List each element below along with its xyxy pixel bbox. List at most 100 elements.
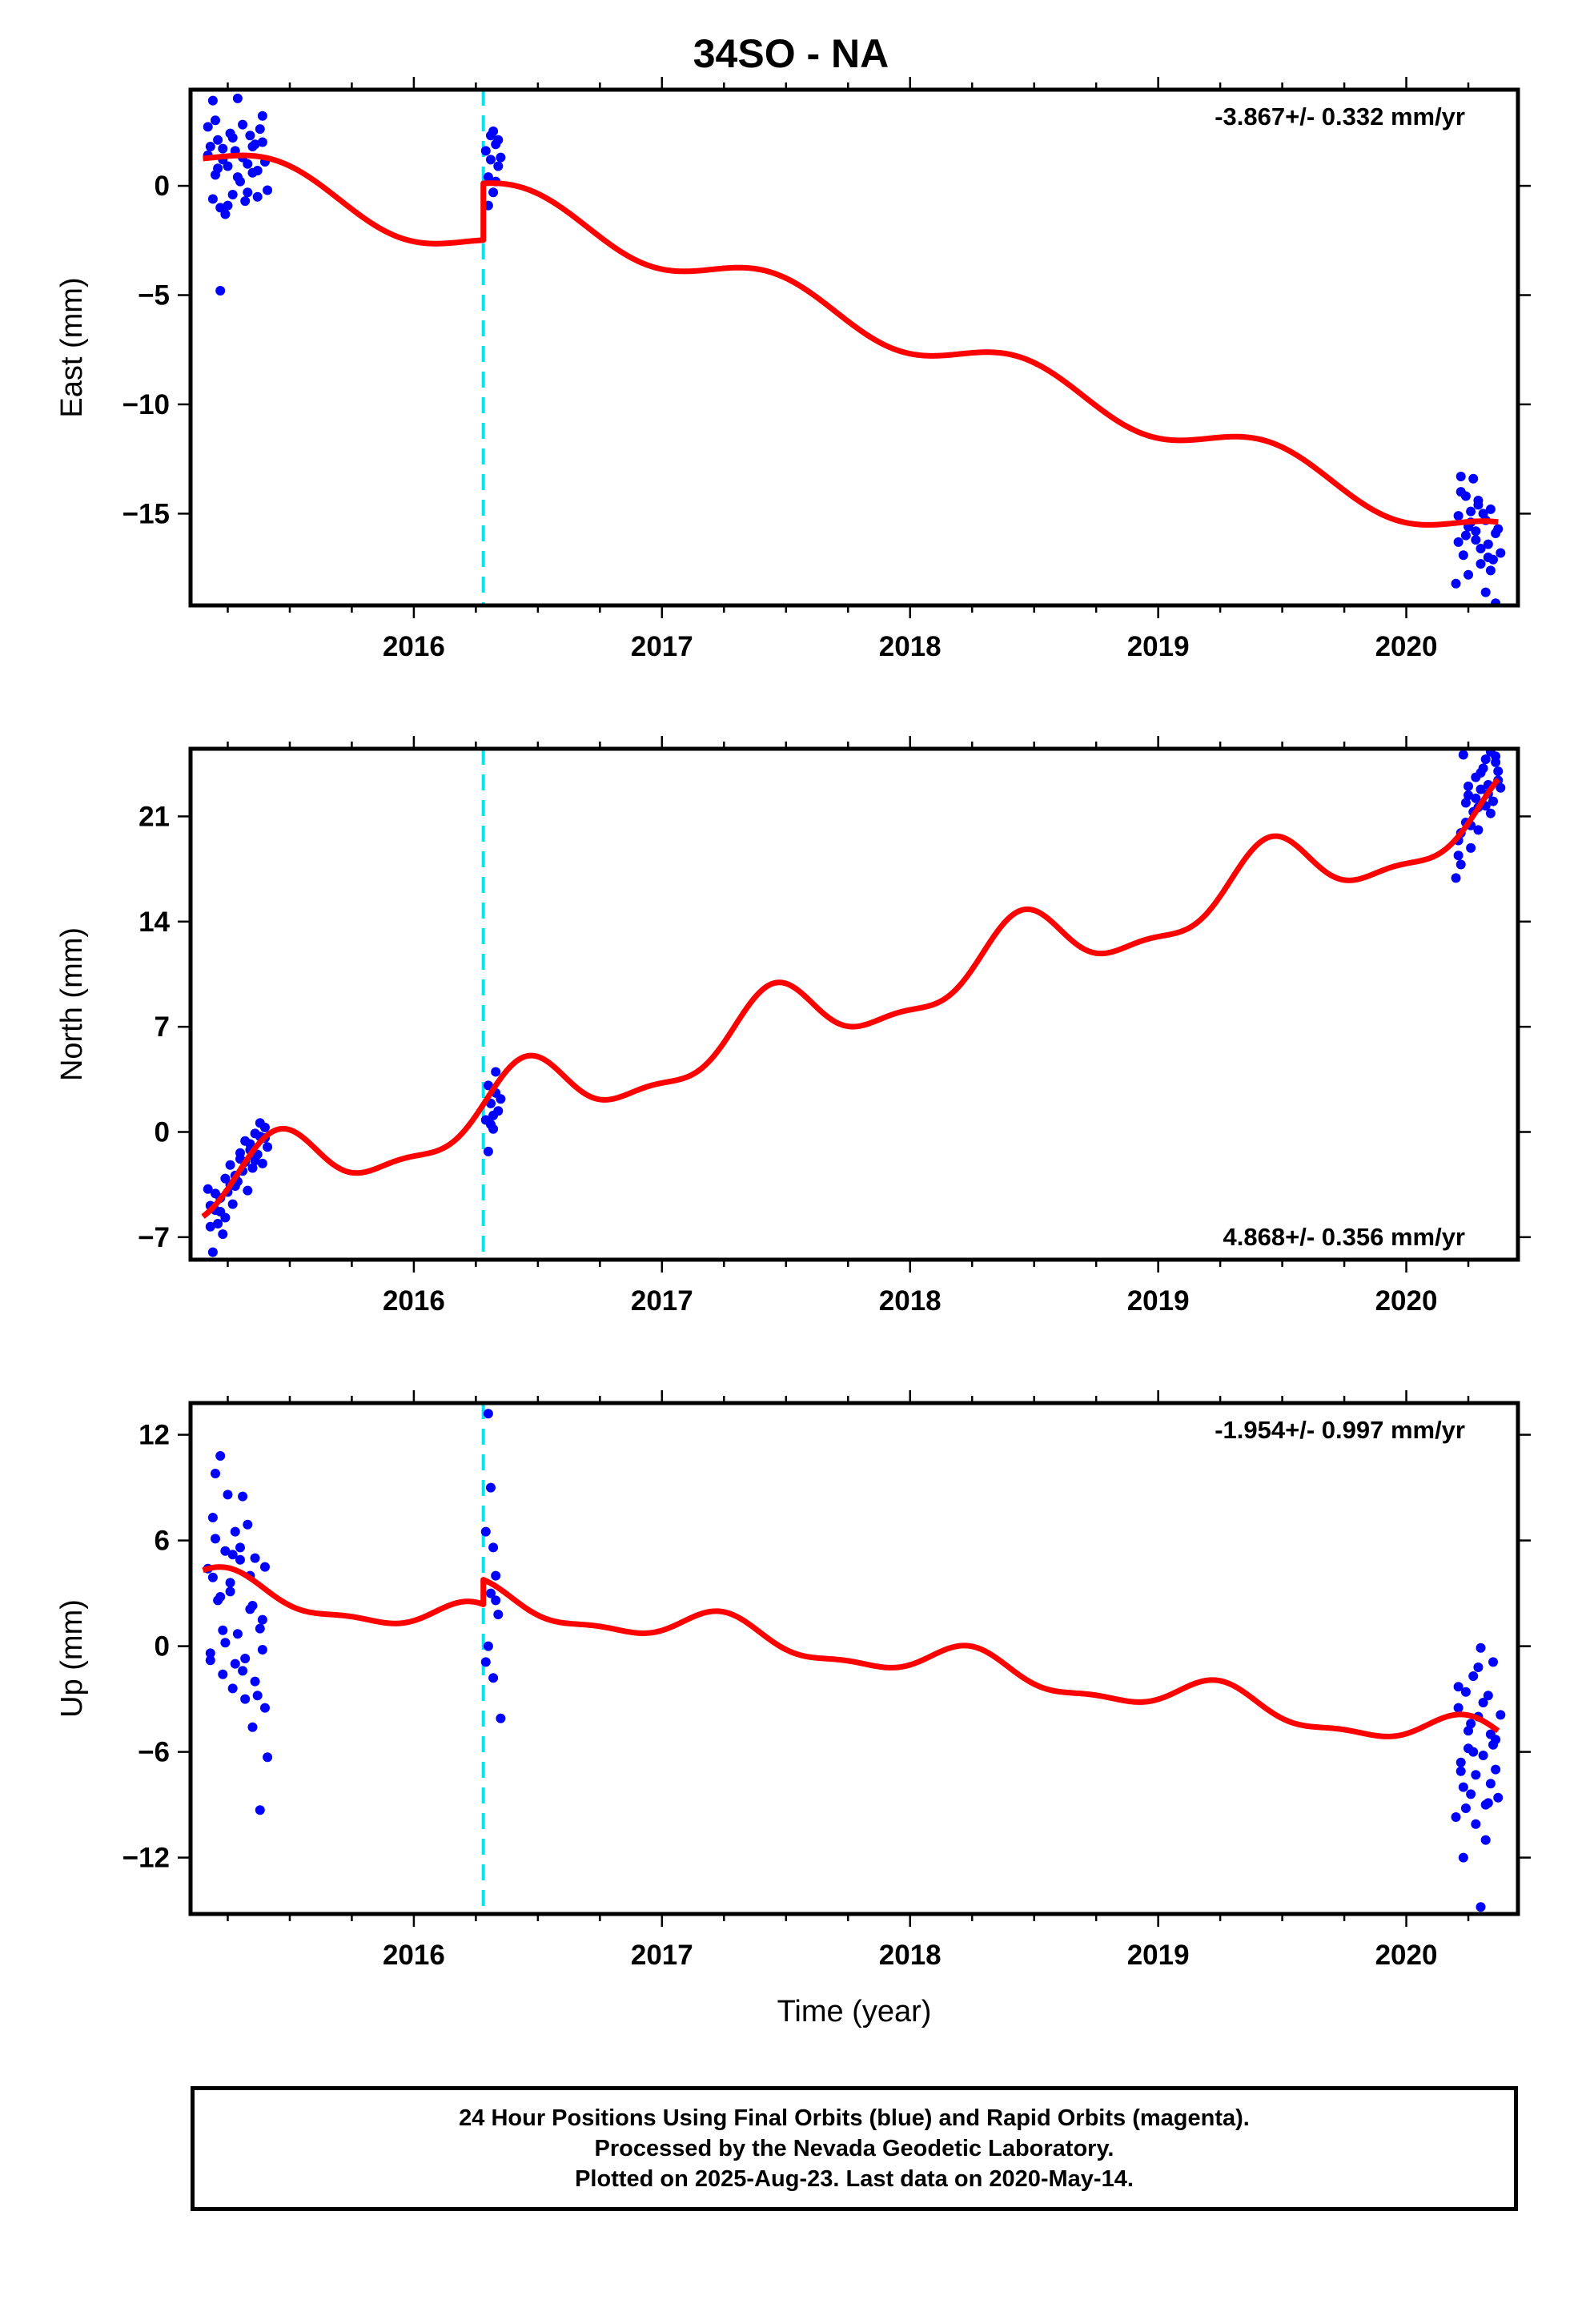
up-data-point [488, 1673, 499, 1683]
up-data-point [207, 1513, 218, 1522]
up-data-point [1471, 1819, 1481, 1829]
up-data-point [496, 1713, 506, 1723]
east-data-point [1464, 569, 1474, 580]
east-data-point [232, 172, 243, 183]
up-data-point [205, 1655, 215, 1666]
up-data-point [1476, 1642, 1486, 1653]
up-data-point [225, 1578, 235, 1588]
up-y-axis-label: Up (mm) [55, 1599, 89, 1718]
east-data-point [480, 146, 491, 156]
east-x-tick-label: 2017 [631, 631, 693, 662]
up-data-point [220, 1546, 231, 1556]
up-data-point [1488, 1739, 1499, 1750]
north-data-point [1466, 842, 1476, 853]
east-data-point [255, 124, 265, 135]
up-data-point [255, 1623, 265, 1634]
north-data-point [203, 1184, 213, 1194]
north-data-point [247, 1163, 258, 1173]
east-data-point [207, 194, 218, 204]
up-y-tick-label: −6 [138, 1737, 170, 1768]
north-data-point [1458, 750, 1468, 760]
north-y-tick-label: −7 [138, 1222, 170, 1253]
up-data-point [215, 1451, 226, 1461]
east-data-point [485, 155, 496, 165]
up-data-point [1476, 1902, 1486, 1912]
up-x-axis-label: Time (year) [777, 1995, 932, 2028]
up-data-point [257, 1614, 267, 1625]
up-data-point [227, 1550, 238, 1560]
east-data-point [227, 189, 238, 199]
up-data-point [1473, 1663, 1484, 1672]
east-data-point [483, 172, 493, 183]
up-data-point [235, 1554, 245, 1565]
east-data-point [213, 135, 223, 145]
east-data-point [1453, 511, 1464, 521]
north-data-point [1493, 766, 1504, 777]
up-data-point [210, 1469, 220, 1478]
north-data-point [491, 1067, 501, 1077]
up-data-point [1493, 1792, 1504, 1803]
up-data-point [240, 1654, 251, 1663]
north-data-point [243, 1185, 253, 1196]
up-data-point [218, 1625, 228, 1635]
north-data-point [1485, 808, 1496, 818]
up-data-point [210, 1534, 220, 1544]
north-data-point [1471, 793, 1481, 803]
north-data-point [257, 1158, 267, 1168]
east-data-point [1485, 565, 1496, 576]
east-data-point [215, 286, 226, 296]
up-data-point [1451, 1812, 1461, 1822]
north-data-point [245, 1139, 255, 1149]
north-data-point [1496, 782, 1506, 793]
up-data-point [240, 1694, 251, 1704]
footer-line-2: Processed by the Nevada Geodetic Laborat… [594, 2136, 1114, 2161]
north-data-point [483, 1080, 493, 1091]
east-data-point [1451, 578, 1461, 589]
north-data-point [1460, 798, 1471, 808]
east-data-point [243, 159, 253, 169]
east-data-point [1471, 535, 1481, 545]
east-x-tick-label: 2019 [1127, 631, 1190, 662]
north-data-point [205, 1221, 215, 1232]
up-data-point [227, 1683, 238, 1694]
up-data-point [1468, 1747, 1479, 1757]
up-data-point [235, 1542, 245, 1553]
east-data-point [245, 131, 255, 141]
up-y-tick-label: −12 [122, 1843, 170, 1874]
east-data-point [257, 137, 267, 147]
up-data-point [1458, 1782, 1468, 1792]
east-data-point [1480, 587, 1491, 597]
north-data-point [210, 1188, 220, 1199]
page-title: 34SO - NA [693, 31, 889, 76]
up-data-point [259, 1562, 270, 1572]
east-data-point [493, 161, 504, 171]
north-data-point [218, 1229, 228, 1240]
up-data-point [238, 1491, 248, 1502]
up-data-point [247, 1601, 258, 1610]
up-model-fit-line [201, 1564, 1500, 1739]
up-x-tick-label: 2020 [1375, 1940, 1438, 1971]
east-data-point [1466, 506, 1476, 517]
north-data-point [488, 1110, 499, 1120]
north-data-point [227, 1199, 238, 1209]
north-data-point [1476, 768, 1486, 778]
north-velocity-annotation: 4.868+/- 0.356 mm/yr [1223, 1223, 1465, 1251]
north-data-point [496, 1094, 506, 1104]
north-data-point [485, 1120, 496, 1130]
up-data-point [485, 1588, 496, 1598]
up-y-tick-label: 0 [155, 1631, 170, 1663]
up-data-point [491, 1570, 501, 1581]
up-data-point [250, 1553, 260, 1563]
up-data-point [215, 1592, 226, 1602]
up-data-point [485, 1482, 496, 1493]
up-data-point [223, 1490, 233, 1500]
up-data-point [480, 1526, 491, 1537]
up-x-tick-label: 2017 [631, 1940, 693, 1971]
east-x-tick-label: 2016 [383, 631, 445, 662]
up-x-tick-label: 2018 [879, 1940, 942, 1971]
up-data-point [1453, 1703, 1464, 1713]
up-data-point [1460, 1803, 1471, 1813]
north-data-point [220, 1173, 231, 1184]
north-x-tick-label: 2018 [879, 1285, 942, 1317]
east-data-point [205, 141, 215, 151]
